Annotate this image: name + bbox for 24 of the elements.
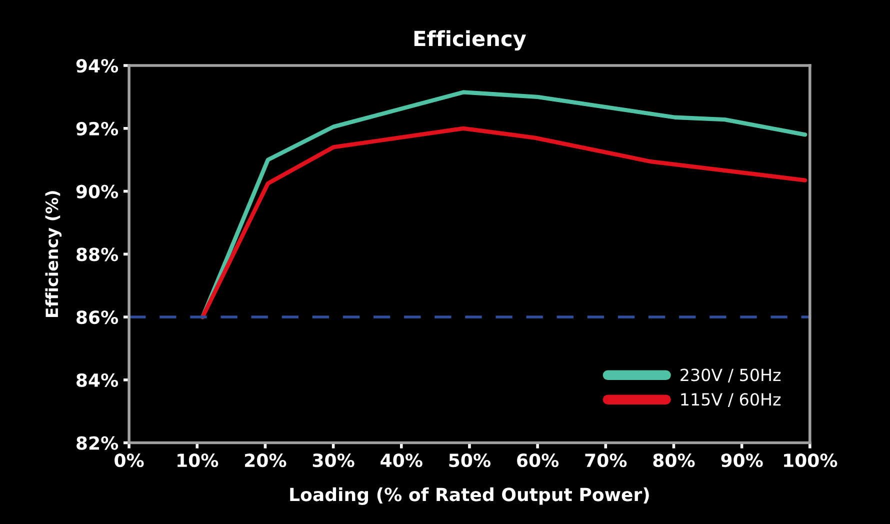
x-axis-title: Loading (% of Rated Output Power) <box>290 487 649 505</box>
x-tick-label: 80% <box>653 454 695 468</box>
x-tick-label: 60% <box>517 454 559 468</box>
x-tick-label: 20% <box>245 454 286 468</box>
x-tick-label: 70% <box>585 454 627 468</box>
x-tick-label: 50% <box>449 454 491 468</box>
x-tick-label: 0% <box>114 454 144 468</box>
y-tick-label: 86% <box>76 310 118 324</box>
y-axis-title: Efficiency (%) <box>45 191 62 318</box>
legend-label: 230V / 50Hz <box>680 368 781 383</box>
x-tick-label: 100% <box>784 454 838 468</box>
x-tick-label: 90% <box>721 454 763 468</box>
x-tick-label: 10% <box>178 454 218 468</box>
y-tick-label: 88% <box>76 248 118 262</box>
legend-label: 115V / 60Hz <box>681 393 781 407</box>
y-tick-label: 84% <box>76 373 118 388</box>
chart-title: Efficiency <box>414 30 526 51</box>
y-tick-label: 82% <box>76 436 118 450</box>
line-series <box>200 126 808 320</box>
y-tick-label: 90% <box>76 184 118 198</box>
x-tick-label: 40% <box>380 454 422 468</box>
y-tick-label: 92% <box>76 122 118 136</box>
x-tick-label: 30% <box>312 454 354 468</box>
y-tick-label: 94% <box>76 58 118 73</box>
